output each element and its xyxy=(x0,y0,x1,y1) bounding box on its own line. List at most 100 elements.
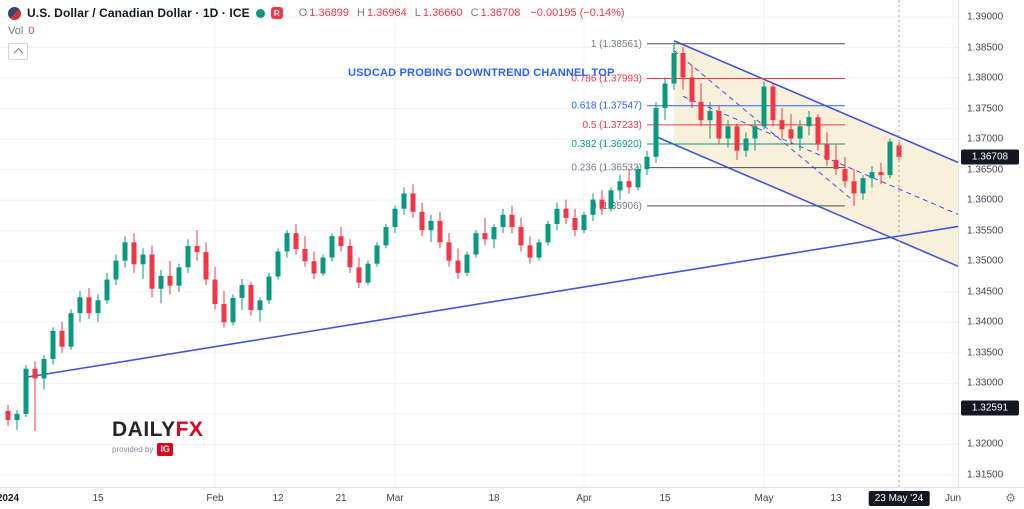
candle-body[interactable] xyxy=(104,279,110,301)
candle-body[interactable] xyxy=(815,117,821,145)
candle-body[interactable] xyxy=(581,214,587,231)
candle-body[interactable] xyxy=(239,285,245,298)
candle-body[interactable] xyxy=(131,242,137,265)
candle-body[interactable] xyxy=(806,117,812,127)
candle-body[interactable] xyxy=(887,141,893,176)
candle-body[interactable] xyxy=(392,208,398,228)
candle-body[interactable] xyxy=(257,300,263,311)
candle-body[interactable] xyxy=(563,208,569,218)
candle-body[interactable] xyxy=(518,227,524,246)
channel-bottom-line[interactable] xyxy=(655,135,958,268)
market-status-icon[interactable] xyxy=(255,8,265,18)
candle-body[interactable] xyxy=(311,261,317,274)
candle-body[interactable] xyxy=(770,86,776,121)
candle-body[interactable] xyxy=(59,330,65,347)
time-axis[interactable]: 23 May '24 ⚙ 2024 15 Feb 12 21 Mar 18 Apr 15 May 1… xyxy=(0,487,1024,509)
candle-body[interactable] xyxy=(203,252,209,280)
candle-body[interactable] xyxy=(338,236,344,246)
candle-body[interactable] xyxy=(113,260,119,280)
candle-body[interactable] xyxy=(248,285,254,311)
chart-annotation-text[interactable]: USDCAD PROBING DOWNTREND CHANNEL TOP xyxy=(348,67,615,79)
chart-plot-area[interactable]: 1 (1.38561) 0.786 (1.37993) 0.618 (1.37547… xyxy=(0,0,958,487)
candle-body[interactable] xyxy=(509,214,515,228)
collapse-pane-button[interactable] xyxy=(8,43,28,60)
candle-body[interactable] xyxy=(491,227,497,240)
candle-body[interactable] xyxy=(77,297,83,314)
candle-body[interactable] xyxy=(374,245,380,264)
fib-level-label[interactable]: 0.382 (1.36920) xyxy=(571,139,642,150)
uptrend-line[interactable] xyxy=(25,225,958,379)
candle-body[interactable] xyxy=(644,156,650,170)
candle-body[interactable] xyxy=(545,223,551,243)
candle-body[interactable] xyxy=(536,242,542,258)
candle-body[interactable] xyxy=(50,330,56,359)
candle-body[interactable] xyxy=(572,217,578,231)
candle-body[interactable] xyxy=(716,111,722,139)
candle-body[interactable] xyxy=(554,208,560,224)
fib-level-label[interactable]: 0.618 (1.37547) xyxy=(571,101,642,112)
candle-body[interactable] xyxy=(284,233,290,252)
candle-body[interactable] xyxy=(590,199,596,215)
candle-body[interactable] xyxy=(761,86,767,127)
candle-body[interactable] xyxy=(140,254,146,265)
candle-body[interactable] xyxy=(410,193,416,212)
candle-body[interactable] xyxy=(869,172,875,179)
realtime-data-icon[interactable]: R xyxy=(270,7,283,19)
candle-body[interactable] xyxy=(212,279,218,304)
candle-body[interactable] xyxy=(419,211,425,231)
candle-body[interactable] xyxy=(743,138,749,151)
candle-body[interactable] xyxy=(698,101,704,121)
candle-body[interactable] xyxy=(266,276,272,301)
candle-body[interactable] xyxy=(851,181,857,194)
channel-median-line[interactable] xyxy=(682,95,958,216)
candle-body[interactable] xyxy=(275,251,281,277)
candle-body[interactable] xyxy=(527,245,533,258)
candle-body[interactable] xyxy=(725,126,731,139)
candle-body[interactable] xyxy=(608,190,614,209)
price-axis[interactable]: 1.36708 1.32591 1.39000 1.38500 1.38000 1.3… xyxy=(958,0,1024,487)
candle-body[interactable] xyxy=(68,313,74,347)
candle-body[interactable] xyxy=(149,254,155,289)
candle-body[interactable] xyxy=(797,126,803,139)
candle-body[interactable] xyxy=(428,220,434,231)
candlestick-chart[interactable]: 1 (1.38561) 0.786 (1.37993) 0.618 (1.37547… xyxy=(0,0,958,487)
candle-body[interactable] xyxy=(302,249,308,262)
candle-body[interactable] xyxy=(680,53,686,78)
candle-body[interactable] xyxy=(653,107,659,157)
candle-body[interactable] xyxy=(446,242,452,261)
candle-body[interactable] xyxy=(464,254,470,273)
candle-body[interactable] xyxy=(455,260,461,273)
candle-body[interactable] xyxy=(383,227,389,246)
candle-body[interactable] xyxy=(167,275,173,286)
candle-body[interactable] xyxy=(860,178,866,194)
candle-body[interactable] xyxy=(158,275,164,289)
candle-body[interactable] xyxy=(707,111,713,121)
candle-body[interactable] xyxy=(356,267,362,283)
candle-body[interactable] xyxy=(482,233,488,240)
candle-body[interactable] xyxy=(329,236,335,258)
candle-body[interactable] xyxy=(662,83,668,108)
candle-body[interactable] xyxy=(779,120,785,130)
candle-body[interactable] xyxy=(401,193,407,209)
candle-body[interactable] xyxy=(347,245,353,268)
candle-body[interactable] xyxy=(833,159,839,170)
candle-body[interactable] xyxy=(221,303,227,323)
candle-body[interactable] xyxy=(635,169,641,188)
candle-body[interactable] xyxy=(95,300,101,314)
candle-body[interactable] xyxy=(185,245,191,268)
candle-body[interactable] xyxy=(122,242,128,261)
candle-body[interactable] xyxy=(599,199,605,209)
candle-body[interactable] xyxy=(320,257,326,274)
candle-body[interactable] xyxy=(824,144,830,160)
candle-body[interactable] xyxy=(626,181,632,188)
candle-body[interactable] xyxy=(671,53,677,84)
candle-body[interactable] xyxy=(23,368,29,414)
candle-body[interactable] xyxy=(878,172,884,176)
candle-body[interactable] xyxy=(734,126,740,151)
candle-body[interactable] xyxy=(86,297,92,314)
candle-body[interactable] xyxy=(230,297,236,323)
fib-level-label[interactable]: 0.786 (1.37993) xyxy=(571,73,642,84)
candle-body[interactable] xyxy=(437,220,443,243)
candle-body[interactable] xyxy=(41,358,47,379)
candle-body[interactable] xyxy=(752,126,758,139)
